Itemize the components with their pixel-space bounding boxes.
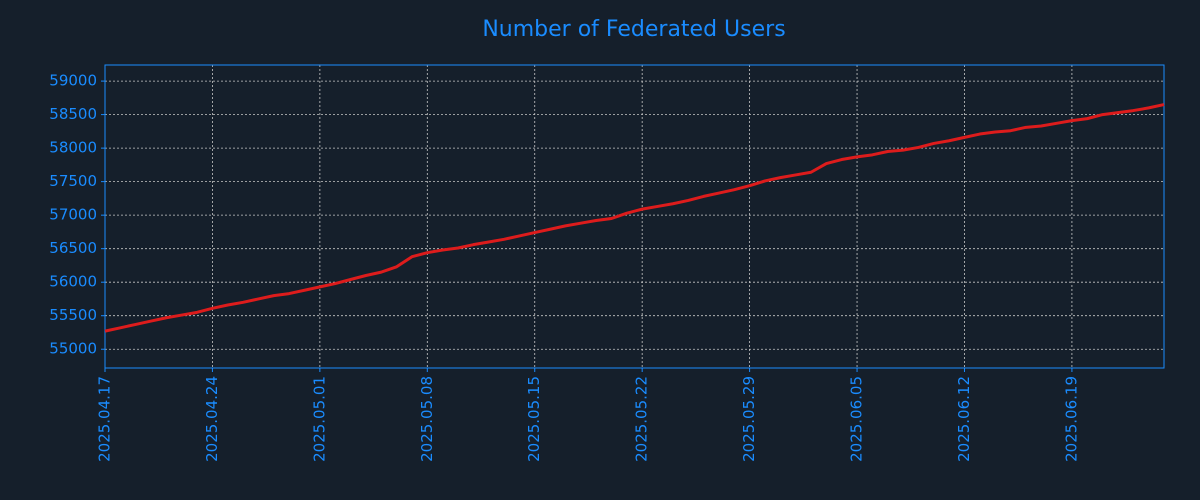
x-tick-label: 2025.05.08	[418, 376, 436, 462]
y-tick-label: 57000	[49, 206, 97, 224]
x-tick-label: 2025.05.15	[525, 376, 543, 462]
x-tick-label: 2025.05.01	[310, 376, 328, 462]
y-tick-label: 55000	[49, 340, 97, 358]
y-tick-label: 59000	[49, 72, 97, 90]
y-tick-label: 58000	[49, 139, 97, 157]
plot-frame	[104, 64, 1165, 369]
y-tick-label: 55500	[49, 306, 97, 324]
x-tick-label: 2025.06.19	[1062, 376, 1080, 462]
chart-title: Number of Federated Users	[482, 17, 785, 42]
y-tick-label: 56500	[49, 239, 97, 257]
x-tick-label: 2025.06.12	[955, 376, 973, 462]
x-tick-label: 2025.06.05	[848, 376, 866, 462]
x-tick-label: 2025.05.22	[633, 376, 651, 462]
x-tick-label: 2025.04.24	[203, 376, 221, 462]
y-tick-label: 58500	[49, 105, 97, 123]
y-tick-label: 56000	[49, 273, 97, 291]
data-line	[104, 103, 1165, 333]
y-tick-label: 57500	[49, 172, 97, 190]
x-tick-label: 2025.05.29	[740, 376, 758, 462]
x-tick-label: 2025.04.17	[96, 376, 114, 462]
